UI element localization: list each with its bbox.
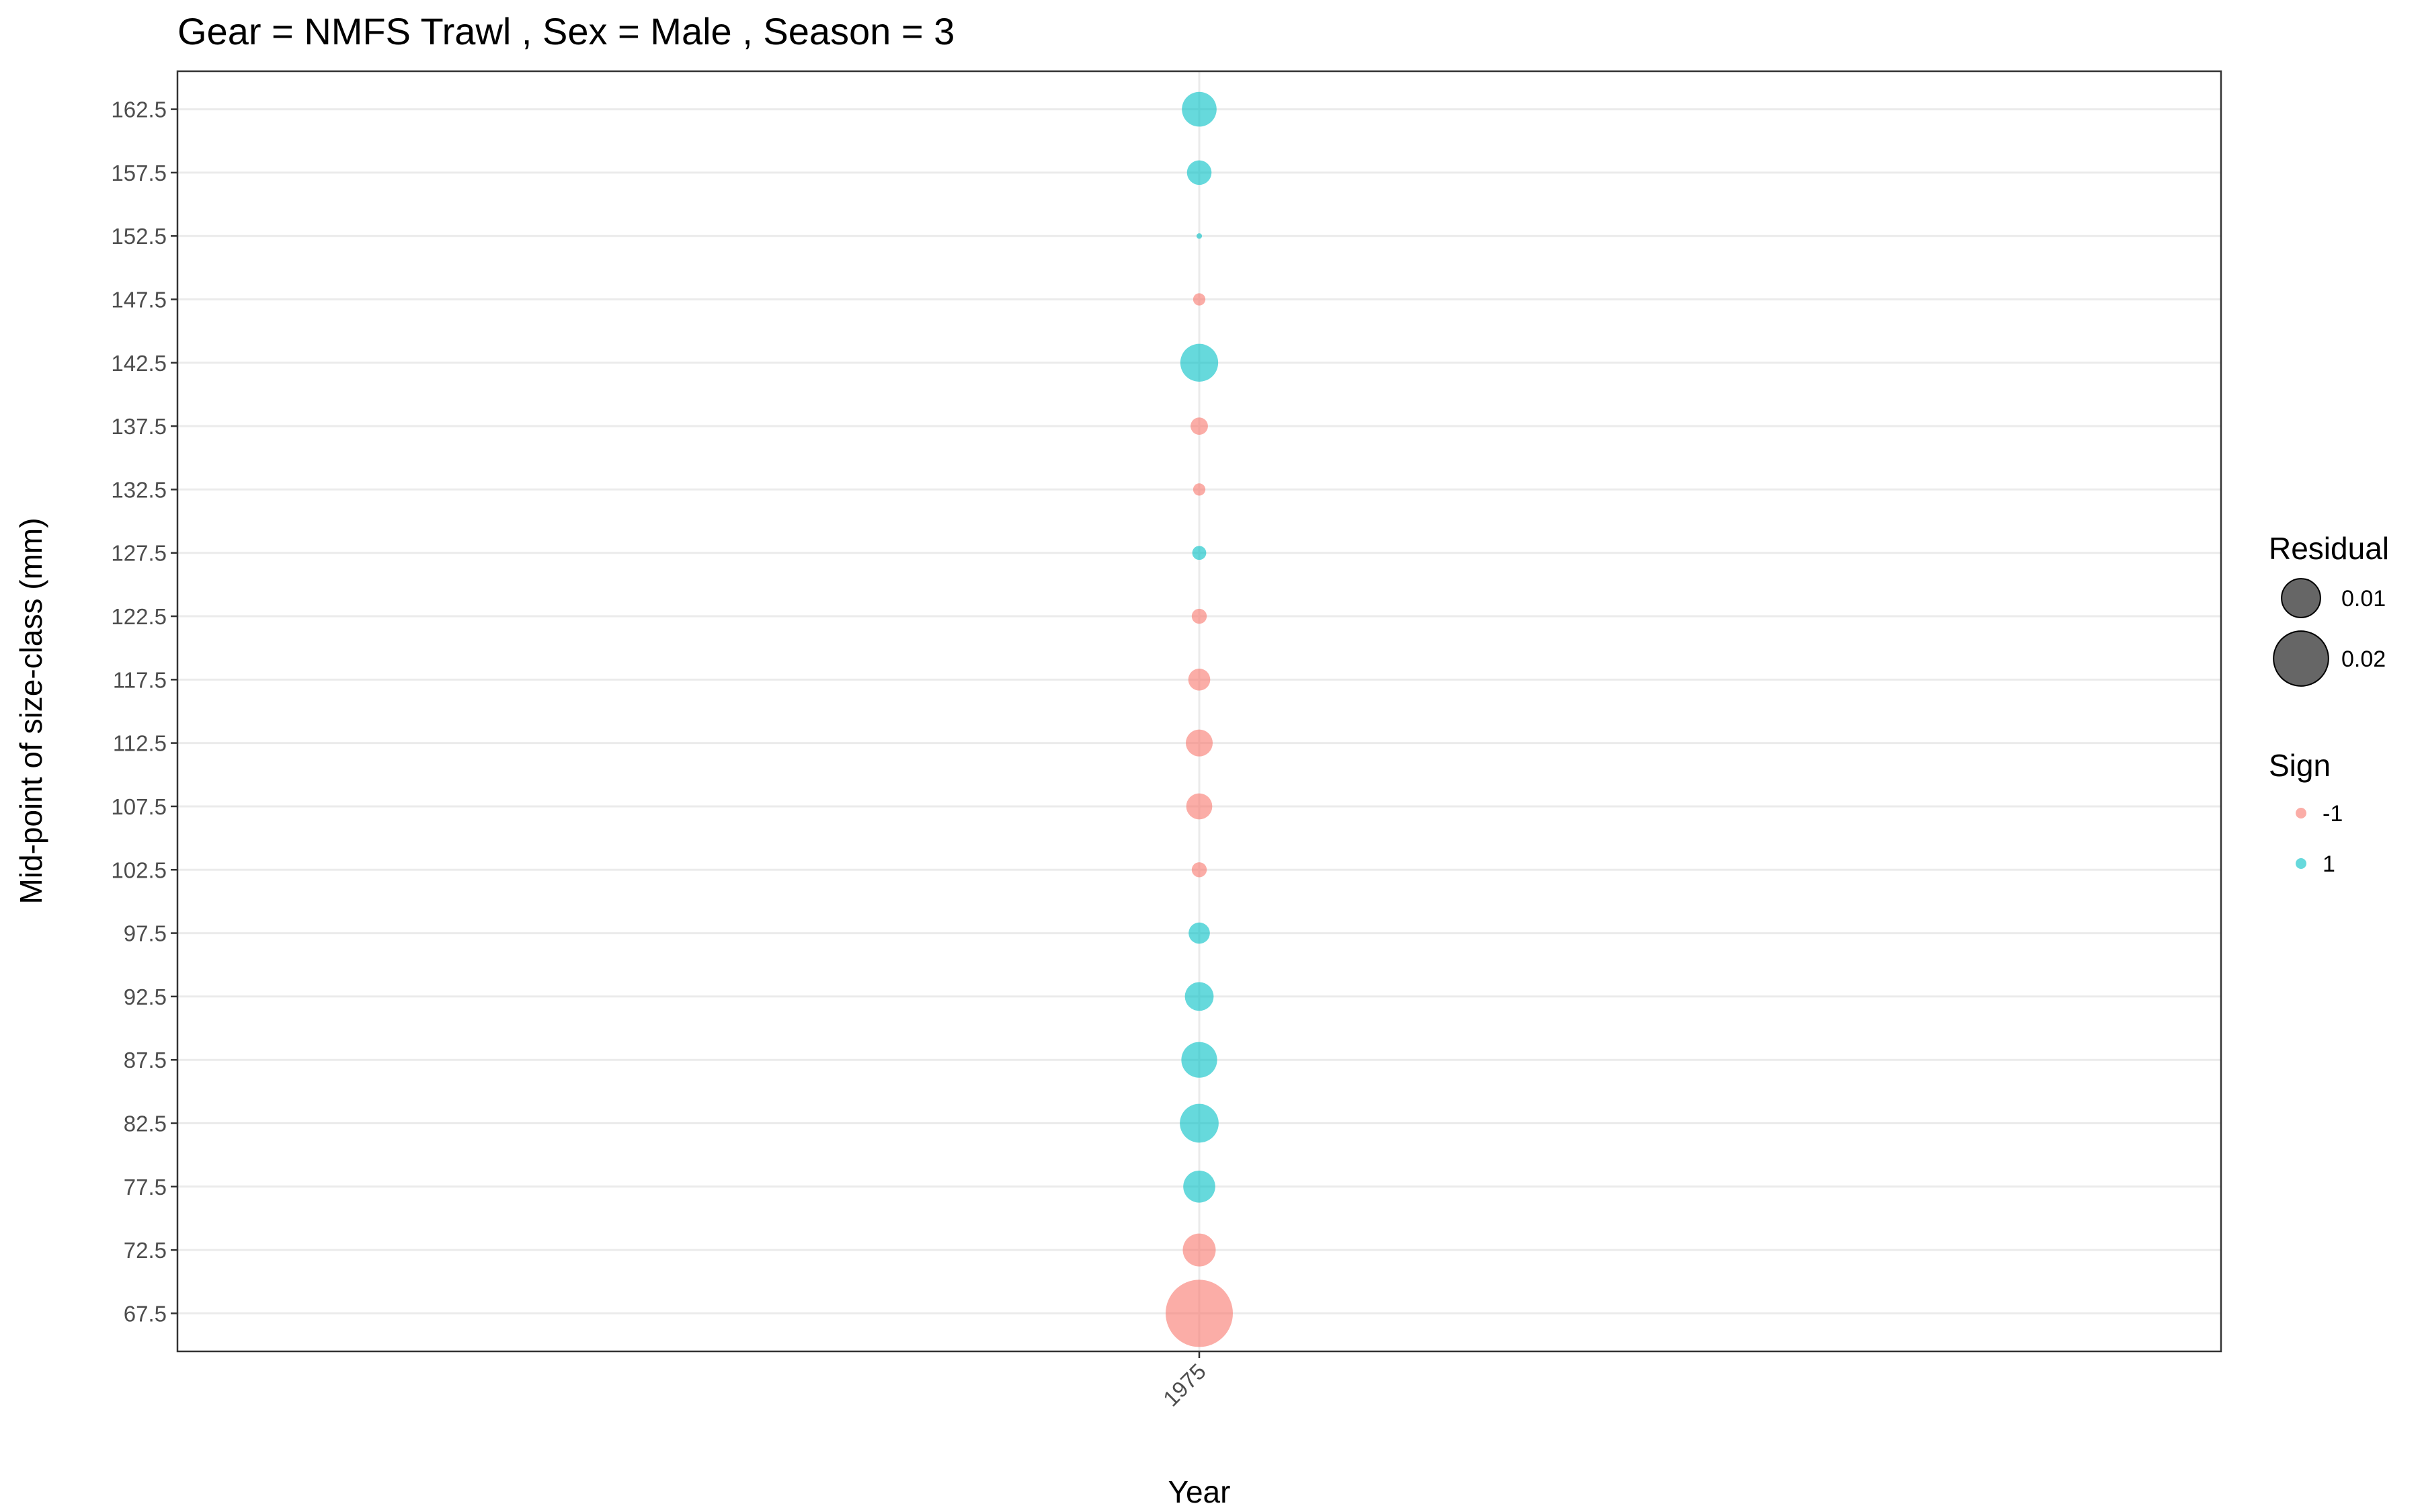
data-point xyxy=(1191,608,1207,624)
y-tick-label: 87.5 xyxy=(124,1048,167,1073)
x-axis-title: Year xyxy=(1168,1474,1231,1509)
y-tick-label: 132.5 xyxy=(111,477,167,502)
data-point xyxy=(1184,982,1214,1011)
size-legend-title: Residual xyxy=(2269,531,2389,566)
y-axis-title: Mid-point of size-class (mm) xyxy=(13,517,48,904)
chart-title: Gear = NMFS Trawl , Sex = Male , Season … xyxy=(177,10,955,52)
y-tick-label: 147.5 xyxy=(111,288,167,312)
grid xyxy=(177,71,2221,1351)
y-tick-label: 152.5 xyxy=(111,224,167,249)
data-point xyxy=(1193,293,1206,306)
data-point xyxy=(1181,1042,1217,1078)
y-tick-label: 107.5 xyxy=(111,794,167,819)
data-point xyxy=(1186,729,1213,757)
y-tick-label: 127.5 xyxy=(111,541,167,566)
data-point xyxy=(1191,862,1207,878)
y-tick-label: 97.5 xyxy=(124,921,167,946)
data-point xyxy=(1188,669,1211,691)
y-tick-label: 122.5 xyxy=(111,604,167,629)
data-points xyxy=(1166,91,1233,1347)
y-tick-label: 67.5 xyxy=(124,1301,167,1326)
x-tick-label: 1975 xyxy=(1158,1359,1211,1411)
data-point xyxy=(1182,1233,1216,1267)
data-point xyxy=(1166,1279,1233,1347)
data-point xyxy=(1191,417,1208,435)
y-tick-label: 157.5 xyxy=(111,161,167,185)
size-legend-label: 0.02 xyxy=(2341,646,2386,672)
y-tick-label: 92.5 xyxy=(124,984,167,1009)
y-tick-label: 82.5 xyxy=(124,1111,167,1136)
data-point xyxy=(1188,922,1210,944)
color-legend-label: -1 xyxy=(2323,801,2343,827)
color-legend-key xyxy=(2296,858,2306,869)
color-legend: Sign -1 1 xyxy=(2269,748,2343,877)
color-legend-title: Sign xyxy=(2269,748,2331,783)
y-axis: 67.5 72.5 77.5 82.5 87.5 92.5 97.5 102.5 107.5 11… xyxy=(111,97,177,1326)
data-point xyxy=(1186,793,1213,820)
data-point xyxy=(1193,483,1206,496)
data-point xyxy=(1192,546,1207,560)
size-legend-label: 0.01 xyxy=(2341,586,2386,612)
x-axis: 1975 xyxy=(1158,1351,1211,1411)
y-tick-label: 137.5 xyxy=(111,414,167,439)
size-legend-key xyxy=(2281,578,2321,618)
y-tick-label: 72.5 xyxy=(124,1238,167,1263)
data-point xyxy=(1182,91,1217,127)
data-point xyxy=(1186,160,1212,185)
data-point xyxy=(1180,343,1219,382)
y-tick-label: 117.5 xyxy=(113,667,167,692)
data-point xyxy=(1180,1103,1219,1143)
color-legend-key xyxy=(2296,808,2306,818)
size-legend-key xyxy=(2273,630,2329,687)
y-tick-label: 102.5 xyxy=(111,857,167,882)
color-legend-label: 1 xyxy=(2323,851,2335,877)
size-legend: Residual 0.01 0.02 xyxy=(2269,531,2389,687)
y-tick-label: 142.5 xyxy=(111,351,167,376)
data-point xyxy=(1183,1170,1215,1203)
y-tick-label: 112.5 xyxy=(113,731,167,756)
y-tick-label: 77.5 xyxy=(124,1175,167,1200)
y-tick-label: 162.5 xyxy=(111,97,167,122)
data-point xyxy=(1196,233,1203,239)
